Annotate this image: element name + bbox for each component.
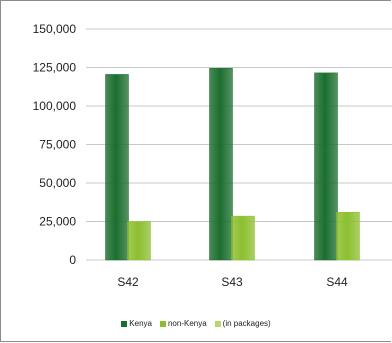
chart-legend: Kenya non-Kenya (in packages) [0, 319, 392, 328]
legend-swatch [214, 320, 221, 327]
legend-item: Kenya [121, 319, 152, 328]
legend-label: non-Kenya [167, 319, 207, 328]
y-tick-label: 25,000 [39, 215, 76, 229]
x-category-label: S44 [326, 275, 348, 289]
y-tick-label: 50,000 [39, 176, 76, 190]
bar-kenya-s44 [314, 72, 338, 261]
legend-swatch [159, 320, 166, 327]
bar-non-kenya-s44 [336, 212, 360, 261]
legend-item: (in packages) [214, 319, 271, 328]
bar-non-kenya-s42 [127, 221, 151, 261]
x-category-label: S42 [117, 275, 139, 289]
y-tick-label: 150,000 [33, 22, 77, 36]
legend-label: Kenya [129, 319, 152, 328]
legend-label: (in packages) [222, 319, 271, 328]
y-tick-label: 100,000 [33, 99, 77, 113]
bar-kenya-s43 [209, 68, 233, 261]
bar-kenya-s42 [105, 74, 129, 261]
x-category-label: S43 [221, 275, 243, 289]
legend-item: non-Kenya [159, 319, 207, 328]
y-tick-label: 0 [69, 253, 76, 267]
y-tick-label: 75,000 [39, 138, 76, 152]
y-tick-label: 125,000 [33, 61, 77, 75]
legend-swatch [121, 320, 128, 327]
bar-non-kenya-s43 [231, 215, 255, 261]
